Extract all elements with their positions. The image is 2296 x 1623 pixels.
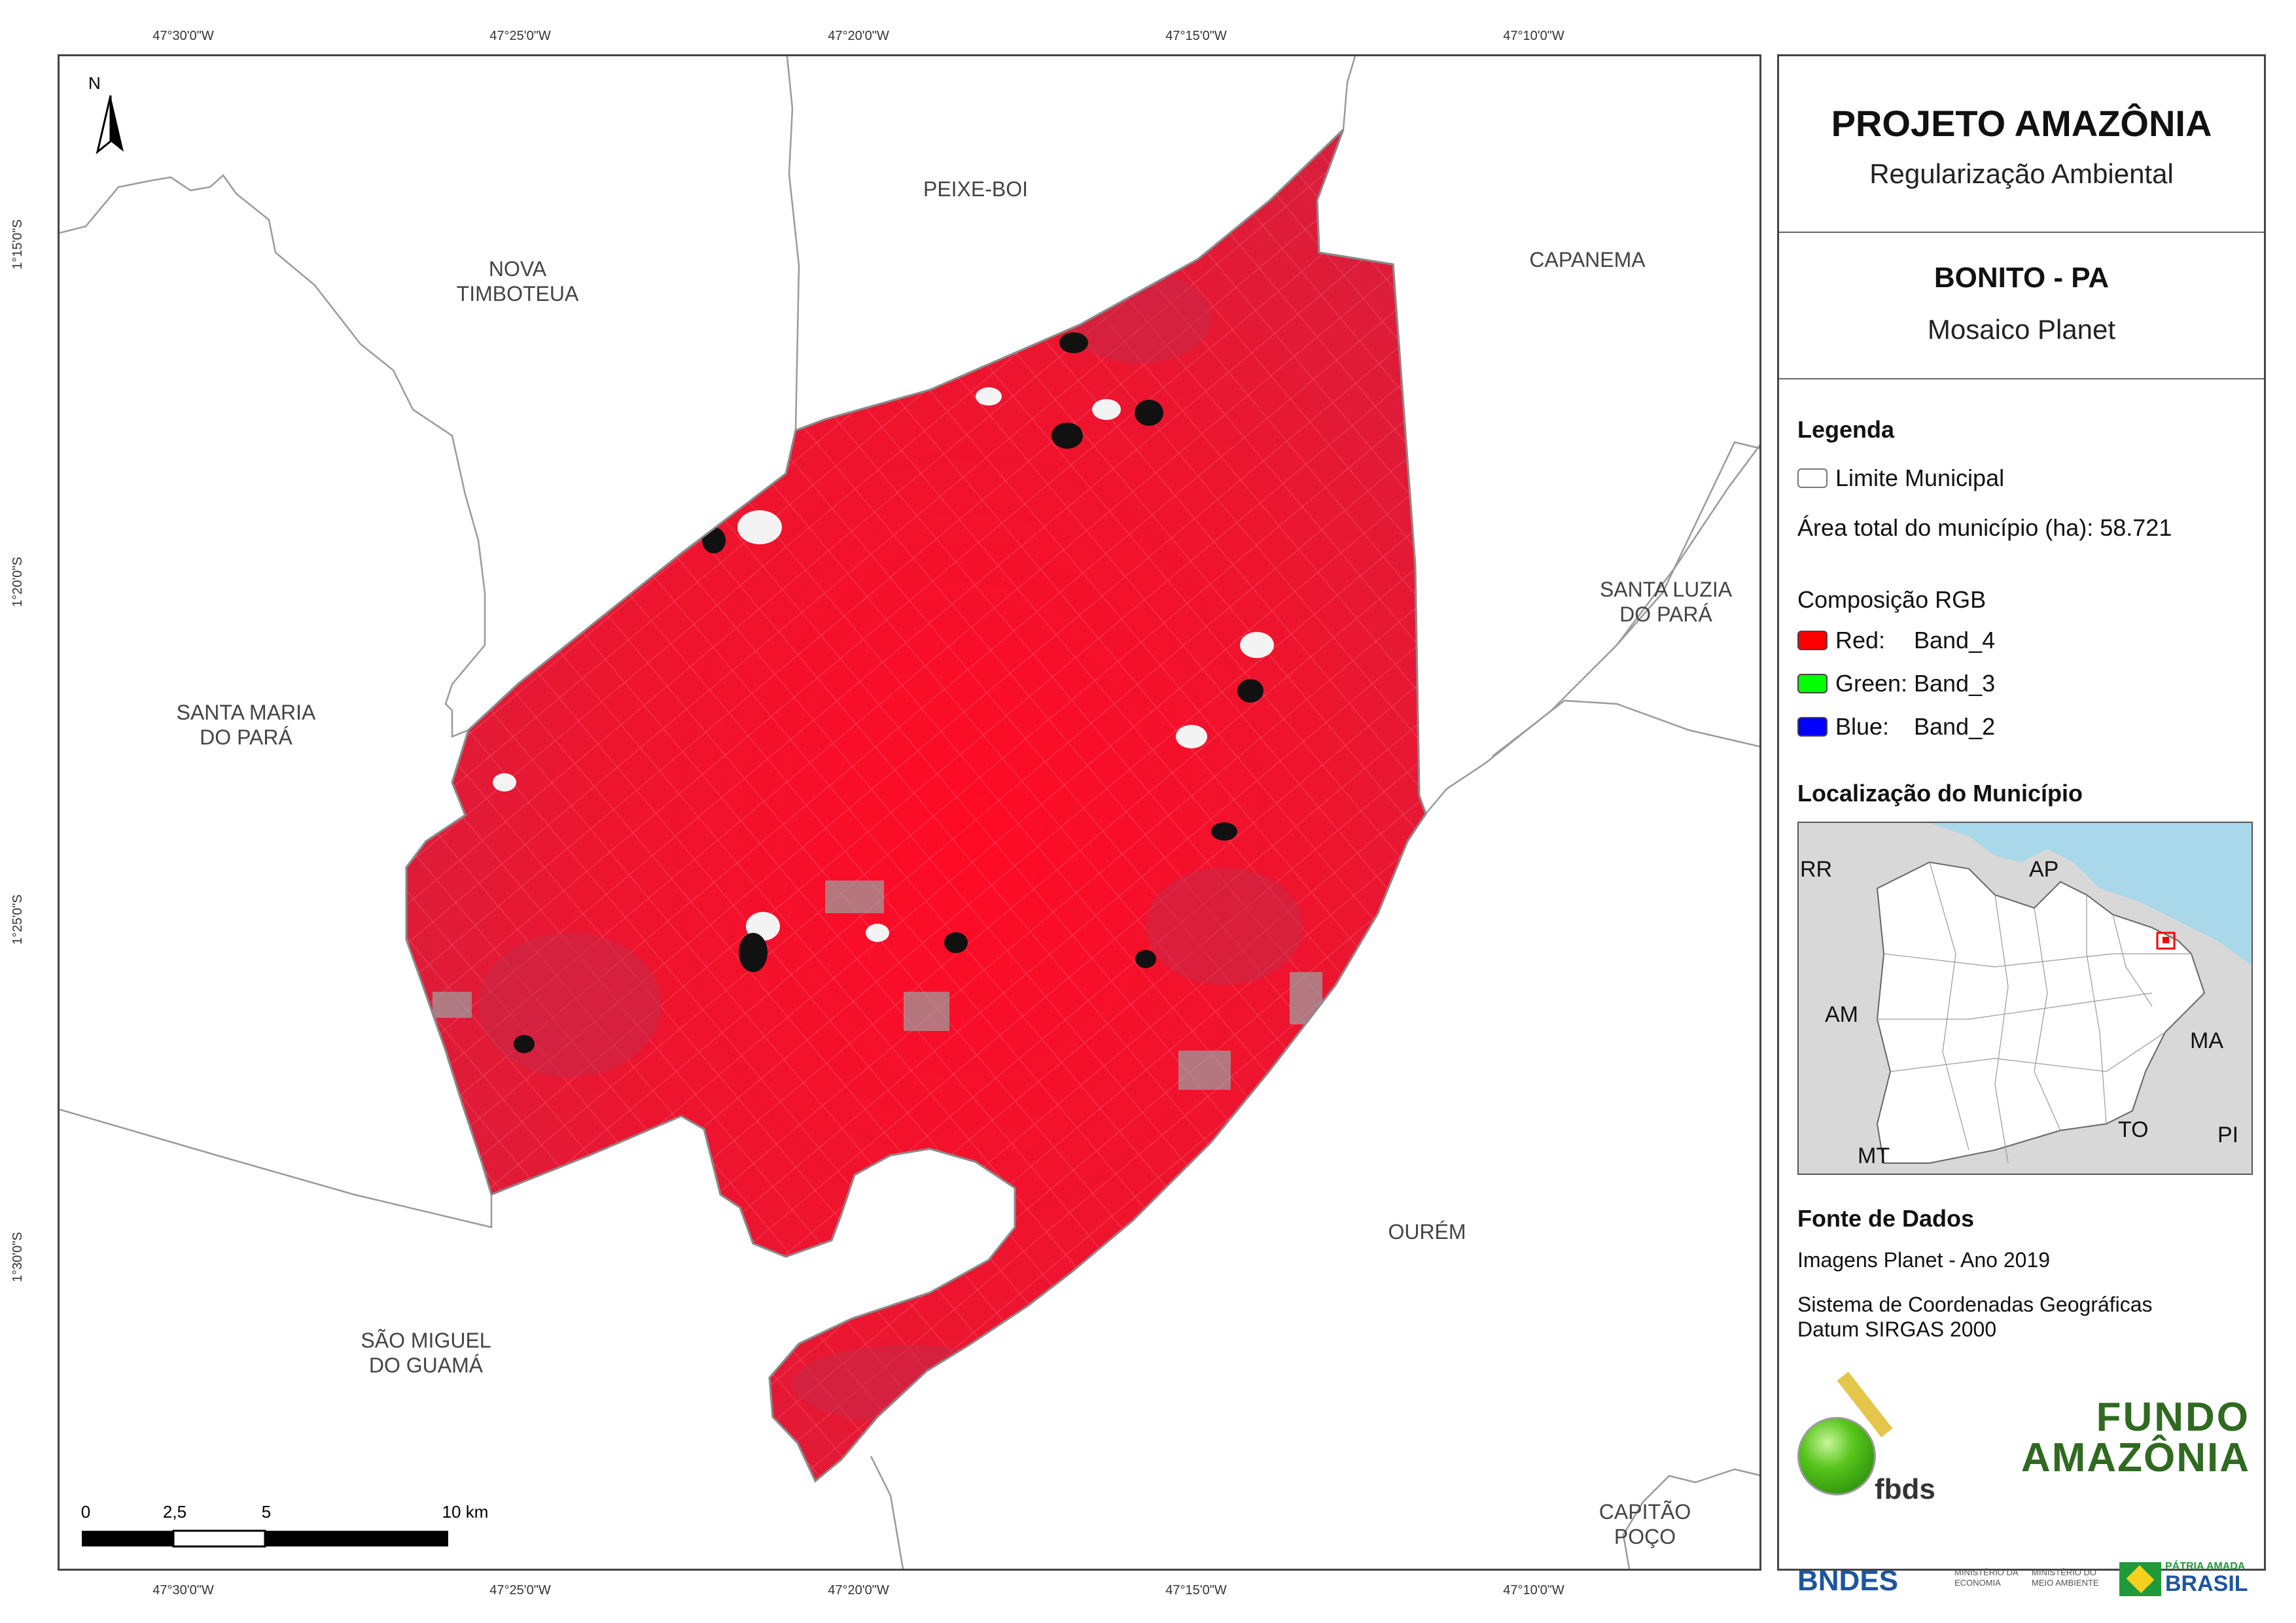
sources-title: Fonte de Dados [1797, 1205, 1975, 1232]
latitude-label: 1°30'0"S [10, 1232, 25, 1282]
rgb-swatch-blue [1797, 717, 1828, 737]
fundo-amazonia-logo: FUNDO AMAZÔNIA [1981, 1397, 2250, 1478]
rgb-channel-green: Green: [1835, 670, 1908, 697]
rgb-band-red: Band_4 [1914, 627, 1996, 654]
location-label-pi: PI [2217, 1123, 2239, 1147]
fundo-amazonia-line-2: AMAZÔNIA [2021, 1435, 2250, 1480]
latitude-label: 1°25'0"S [10, 894, 25, 945]
rgb-band-blue: Band_2 [1914, 713, 1996, 740]
satellite-imagery [406, 130, 1426, 1481]
longitude-label-top: 47°25'0"W [489, 29, 551, 43]
location-map: RR AP AM MA TO MT PI [1797, 822, 2253, 1175]
brasil-logo: PÁTRIA AMADA BRASIL [2119, 1560, 2250, 1601]
municipality-label-line: NOVA [488, 257, 547, 281]
area-label: Área total do município (ha): 58.721 [1797, 514, 2172, 541]
legend-boundary-label: Limite Municipal [1835, 464, 2005, 491]
section-divider [1779, 232, 2264, 233]
mosaic-title: Mosaico Planet [1927, 314, 2116, 345]
rgb-swatch-green [1797, 674, 1828, 693]
scale-bar [82, 1529, 448, 1548]
source-crs-line-2: Datum SIRGAS 2000 [1797, 1318, 1997, 1341]
scale-label-0: 0 [80, 1502, 91, 1522]
map-frame[interactable]: N PEIXE-BOI NOVA TIMBOTEUA CAPANEMA SANT… [58, 54, 1761, 1571]
location-label-am: AM [1825, 1002, 1858, 1027]
boundary-swatch [1797, 468, 1828, 488]
rgb-swatch-red [1797, 631, 1828, 650]
fbds-logo-icon [1797, 1417, 1876, 1495]
location-label-ap: AP [2029, 857, 2059, 882]
brasil-logo-text: BRASIL [2165, 1571, 2248, 1596]
municipality-label-line: SANTA MARIA [176, 701, 316, 724]
north-label: N [88, 73, 101, 93]
location-label-ma: MA [2190, 1028, 2223, 1053]
longitude-label-top: 47°20'0"W [828, 29, 889, 43]
scale-label-10km: 10 km [442, 1502, 489, 1522]
rgb-band-green: Band_3 [1914, 670, 1996, 697]
longitude-label-bottom: 47°10'0"W [1503, 1583, 1564, 1597]
ministry-ambiente-line-1: MINISTÉRIO DO [2032, 1567, 2096, 1577]
municipality-label-santa-maria: SANTA MARIA DO PARÁ [177, 700, 316, 750]
legend-panel: PROJETO AMAZÔNIA Regularização Ambiental… [1777, 54, 2266, 1597]
north-arrow [96, 95, 124, 154]
municipality-label-ourem: OURÉM [1388, 1220, 1466, 1244]
municipal-boundaries [60, 56, 1759, 1569]
municipality-label-capanema: CAPANEMA [1529, 248, 1646, 271]
location-label-mt: MT [1858, 1143, 1890, 1168]
latitude-label: 1°20'0"S [10, 557, 25, 607]
ministry-ambiente-line-2: MEIO AMBIENTE [2032, 1578, 2099, 1588]
municipality-label-line: CAPITÃO [1598, 1500, 1691, 1524]
longitude-label-top: 47°10'0"W [1503, 29, 1564, 43]
rgb-channel-red: Red: [1835, 627, 1886, 654]
location-title: Localização do Município [1797, 780, 2083, 807]
map-canvas[interactable] [60, 56, 1761, 1571]
location-label-rr: RR [1800, 857, 1833, 882]
municipality-label-sao-miguel: SÃO MIGUEL DO GUAMÁ [361, 1328, 491, 1378]
scale-label-5: 5 [261, 1502, 272, 1522]
longitude-label-bottom: 47°30'0"W [152, 1583, 214, 1597]
scale-label-2-5: 2,5 [162, 1502, 187, 1522]
brasil-logo-tagline: PÁTRIA AMADA [2165, 1561, 2246, 1572]
municipality-label-capitao-poco: CAPITÃO POÇO [1599, 1499, 1691, 1549]
legend-title: Legenda [1797, 416, 1895, 443]
municipality-label-line: SANTA LUZIA [1599, 578, 1733, 601]
project-subtitle: Regularização Ambiental [1869, 158, 2174, 189]
fbds-logo-text: fbds [1875, 1473, 1935, 1505]
rgb-title: Composição RGB [1797, 586, 1987, 613]
municipality-title: BONITO - PA [1934, 262, 2110, 294]
ministry-economia-line-1: MINISTÉRIO DA [1954, 1567, 2019, 1577]
latitude-label: 1°15'0"S [10, 219, 25, 270]
municipality-label-line: TIMBOTEUA [456, 282, 579, 305]
municipality-label-line: DO PARÁ [200, 725, 292, 749]
longitude-label-bottom: 47°20'0"W [828, 1583, 889, 1597]
fundo-amazonia-line-1: FUNDO [2096, 1395, 2250, 1440]
municipality-label-peixe-boi: PEIXE-BOI [923, 177, 1029, 201]
municipality-label-line: DO GUAMÁ [368, 1353, 484, 1377]
municipality-label-line: SÃO MIGUEL [361, 1329, 491, 1352]
source-images: Imagens Planet - Ano 2019 [1797, 1248, 2051, 1272]
municipality-label-santa-luzia: SANTA LUZIA DO PARÁ [1600, 577, 1732, 627]
municipality-label-nova-timboteua: NOVA TIMBOTEUA [457, 256, 579, 306]
location-label-to: TO [2118, 1117, 2149, 1142]
longitude-label-bottom: 47°25'0"W [489, 1583, 551, 1597]
longitude-label-top: 47°15'0"W [1165, 29, 1227, 43]
longitude-label-bottom: 47°15'0"W [1165, 1583, 1227, 1597]
project-title: PROJETO AMAZÔNIA [1831, 103, 2212, 144]
longitude-label-top: 47°30'0"W [152, 29, 214, 43]
bndes-logo: BNDES [1797, 1565, 1899, 1597]
section-divider [1779, 378, 2264, 379]
source-crs-line-1: Sistema de Coordenadas Geográficas [1797, 1293, 2153, 1316]
municipality-label-line: POÇO [1614, 1525, 1676, 1548]
brazil-flag-icon [2119, 1562, 2161, 1596]
ministry-economia-line-2: ECONOMIA [1954, 1578, 2001, 1588]
rgb-channel-blue: Blue: [1835, 713, 1890, 740]
municipality-label-line: DO PARÁ [1619, 602, 1712, 626]
location-map-drawing [1799, 823, 2252, 1174]
